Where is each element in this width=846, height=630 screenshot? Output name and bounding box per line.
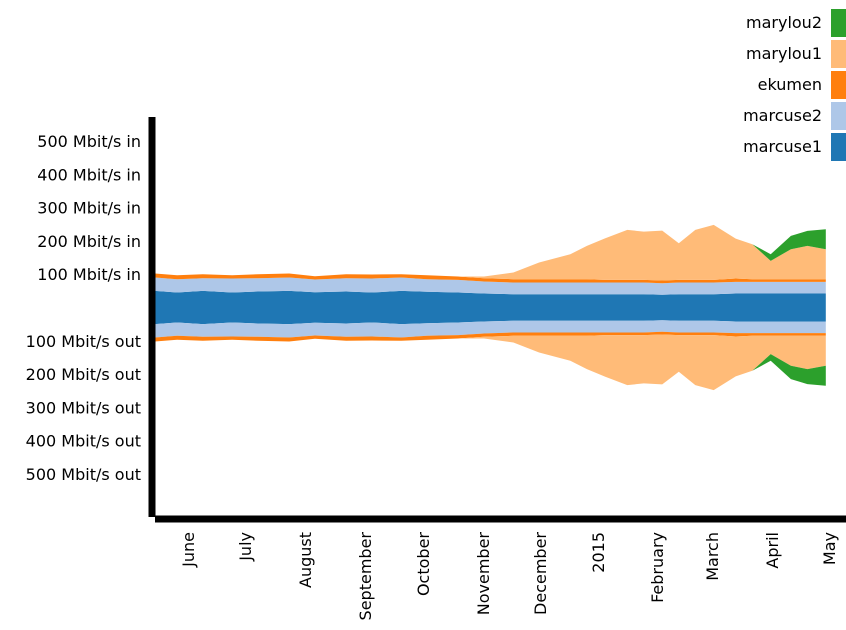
x-tick-label: February: [648, 532, 667, 603]
legend-swatch-marcuse1: [831, 133, 846, 161]
x-tick-label: December: [531, 532, 550, 615]
legend-label-marcuse1: marcuse1: [743, 137, 822, 156]
area-ekumen-in: [155, 273, 826, 284]
legend-label-marylou1: marylou1: [746, 44, 822, 63]
y-tick-label: 100 Mbit/s in: [37, 265, 141, 284]
y-tick-label: 100 Mbit/s out: [26, 332, 141, 351]
y-tick-label: 200 Mbit/s in: [37, 232, 141, 251]
legend-label-ekumen: ekumen: [758, 75, 822, 94]
area-marcuse1-in: [155, 290, 826, 308]
area-ekumen-out: [155, 331, 826, 342]
y-tick-label: 500 Mbit/s in: [37, 132, 141, 151]
legend-label-marcuse2: marcuse2: [743, 106, 822, 125]
y-tick-label: 300 Mbit/s out: [26, 398, 141, 417]
area-marcuse2-in: [155, 277, 826, 295]
y-tick-label: 500 Mbit/s out: [26, 465, 141, 484]
area-layers: [155, 224, 826, 391]
y-tick-label: 400 Mbit/s in: [37, 165, 141, 184]
x-tick-label: March: [703, 532, 722, 581]
legend-swatch-marylou1: [831, 40, 846, 68]
x-tick-label: September: [356, 532, 375, 621]
y-tick-label: 400 Mbit/s out: [26, 432, 141, 451]
area-marylou1-out: [155, 334, 826, 391]
area-marcuse2-out: [155, 320, 826, 338]
y-tick-label: 200 Mbit/s out: [26, 365, 141, 384]
legend-swatch-marcuse2: [831, 102, 846, 130]
y-tick-label: 300 Mbit/s in: [37, 199, 141, 218]
y-axis-labels: 500 Mbit/s in 400 Mbit/s in 300 Mbit/s in 2…: [26, 132, 141, 484]
x-axis-labels: June July August September October November De…: [179, 532, 839, 621]
legend-swatch-marylou2: [831, 9, 846, 37]
x-tick-label: July: [236, 532, 255, 562]
legend-swatch-ekumen: [831, 71, 846, 99]
area-marylou1-in: [155, 224, 826, 281]
x-tick-label: May: [820, 532, 839, 565]
x-tick-label: October: [414, 532, 433, 596]
x-tick-label: April: [763, 532, 782, 569]
x-tick-label: November: [474, 532, 493, 616]
legend-label-marylou2: marylou2: [746, 13, 822, 32]
x-tick-label: August: [296, 532, 315, 588]
legend: marylou2 marylou1 ekumen marcuse2 marcuse1: [743, 9, 846, 161]
x-tick-label: 2015: [589, 532, 608, 573]
area-marcuse1-out: [155, 307, 826, 325]
x-tick-label: June: [179, 532, 198, 568]
